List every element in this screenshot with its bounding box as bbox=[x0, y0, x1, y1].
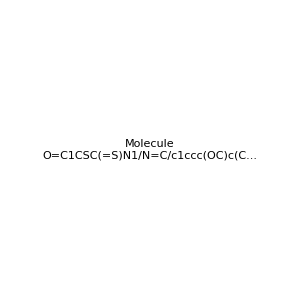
Text: Molecule
O=C1CSC(=S)N1/N=C/c1ccc(OC)c(C...: Molecule O=C1CSC(=S)N1/N=C/c1ccc(OC)c(C.… bbox=[43, 139, 257, 161]
